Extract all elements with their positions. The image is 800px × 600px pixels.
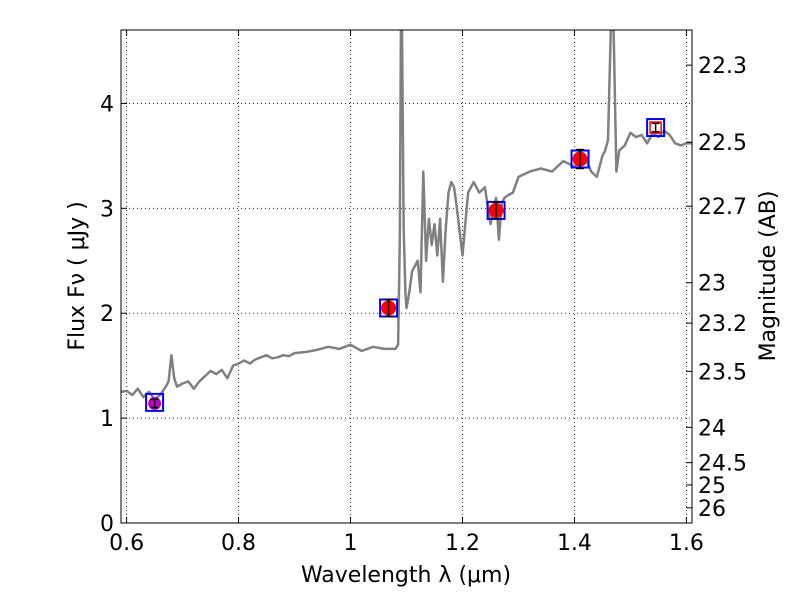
plot-frame bbox=[120, 29, 693, 524]
observed-point-open bbox=[649, 121, 662, 134]
x-tick-label: 1 bbox=[344, 531, 358, 556]
y-tick-label: 2 bbox=[100, 302, 114, 327]
y-tick-label: 1 bbox=[100, 407, 114, 432]
x-tick-label: 1.2 bbox=[445, 531, 480, 556]
x-tick-label: 0.8 bbox=[221, 531, 256, 556]
x-tick-label: 0.6 bbox=[109, 531, 144, 556]
mag-tick-label: 24 bbox=[698, 416, 726, 441]
mag-tick-label: 23.5 bbox=[698, 360, 747, 385]
mag-tick-label: 23.2 bbox=[698, 312, 747, 337]
x-tick-label: 1.4 bbox=[557, 531, 592, 556]
mag-tick-label: 25 bbox=[698, 474, 726, 499]
spectrum-layer bbox=[121, 30, 692, 401]
y-axis-label-left: Flux Fν ( μJy ) bbox=[65, 201, 90, 350]
model-box-marker bbox=[145, 392, 165, 412]
x-axis-label: Wavelength λ (μm) bbox=[301, 563, 511, 588]
x-tick-label: 1.6 bbox=[669, 531, 704, 556]
mag-tick-label: 24.5 bbox=[698, 452, 747, 477]
model-box-marker bbox=[646, 118, 666, 138]
spectrum-line bbox=[121, 30, 692, 401]
mag-tick-label: 22.5 bbox=[698, 131, 747, 156]
grid-lines bbox=[121, 30, 692, 524]
mag-tick-label: 22.7 bbox=[698, 195, 747, 220]
mag-tick-label: 22.3 bbox=[698, 54, 747, 79]
y-tick-label: 4 bbox=[100, 92, 114, 117]
axis-ticks: 0.6 0.8 1 1.2 1.4 1.60123422.322.522.72323.22… bbox=[100, 30, 747, 556]
mag-tick-label: 26 bbox=[698, 497, 726, 522]
y-tick-label: 3 bbox=[100, 197, 114, 222]
y-axis-label-right: Magnitude (AB) bbox=[756, 191, 781, 362]
mag-tick-label: 23 bbox=[698, 272, 726, 297]
photometry-layer bbox=[145, 118, 666, 412]
y-tick-label: 0 bbox=[100, 512, 114, 537]
